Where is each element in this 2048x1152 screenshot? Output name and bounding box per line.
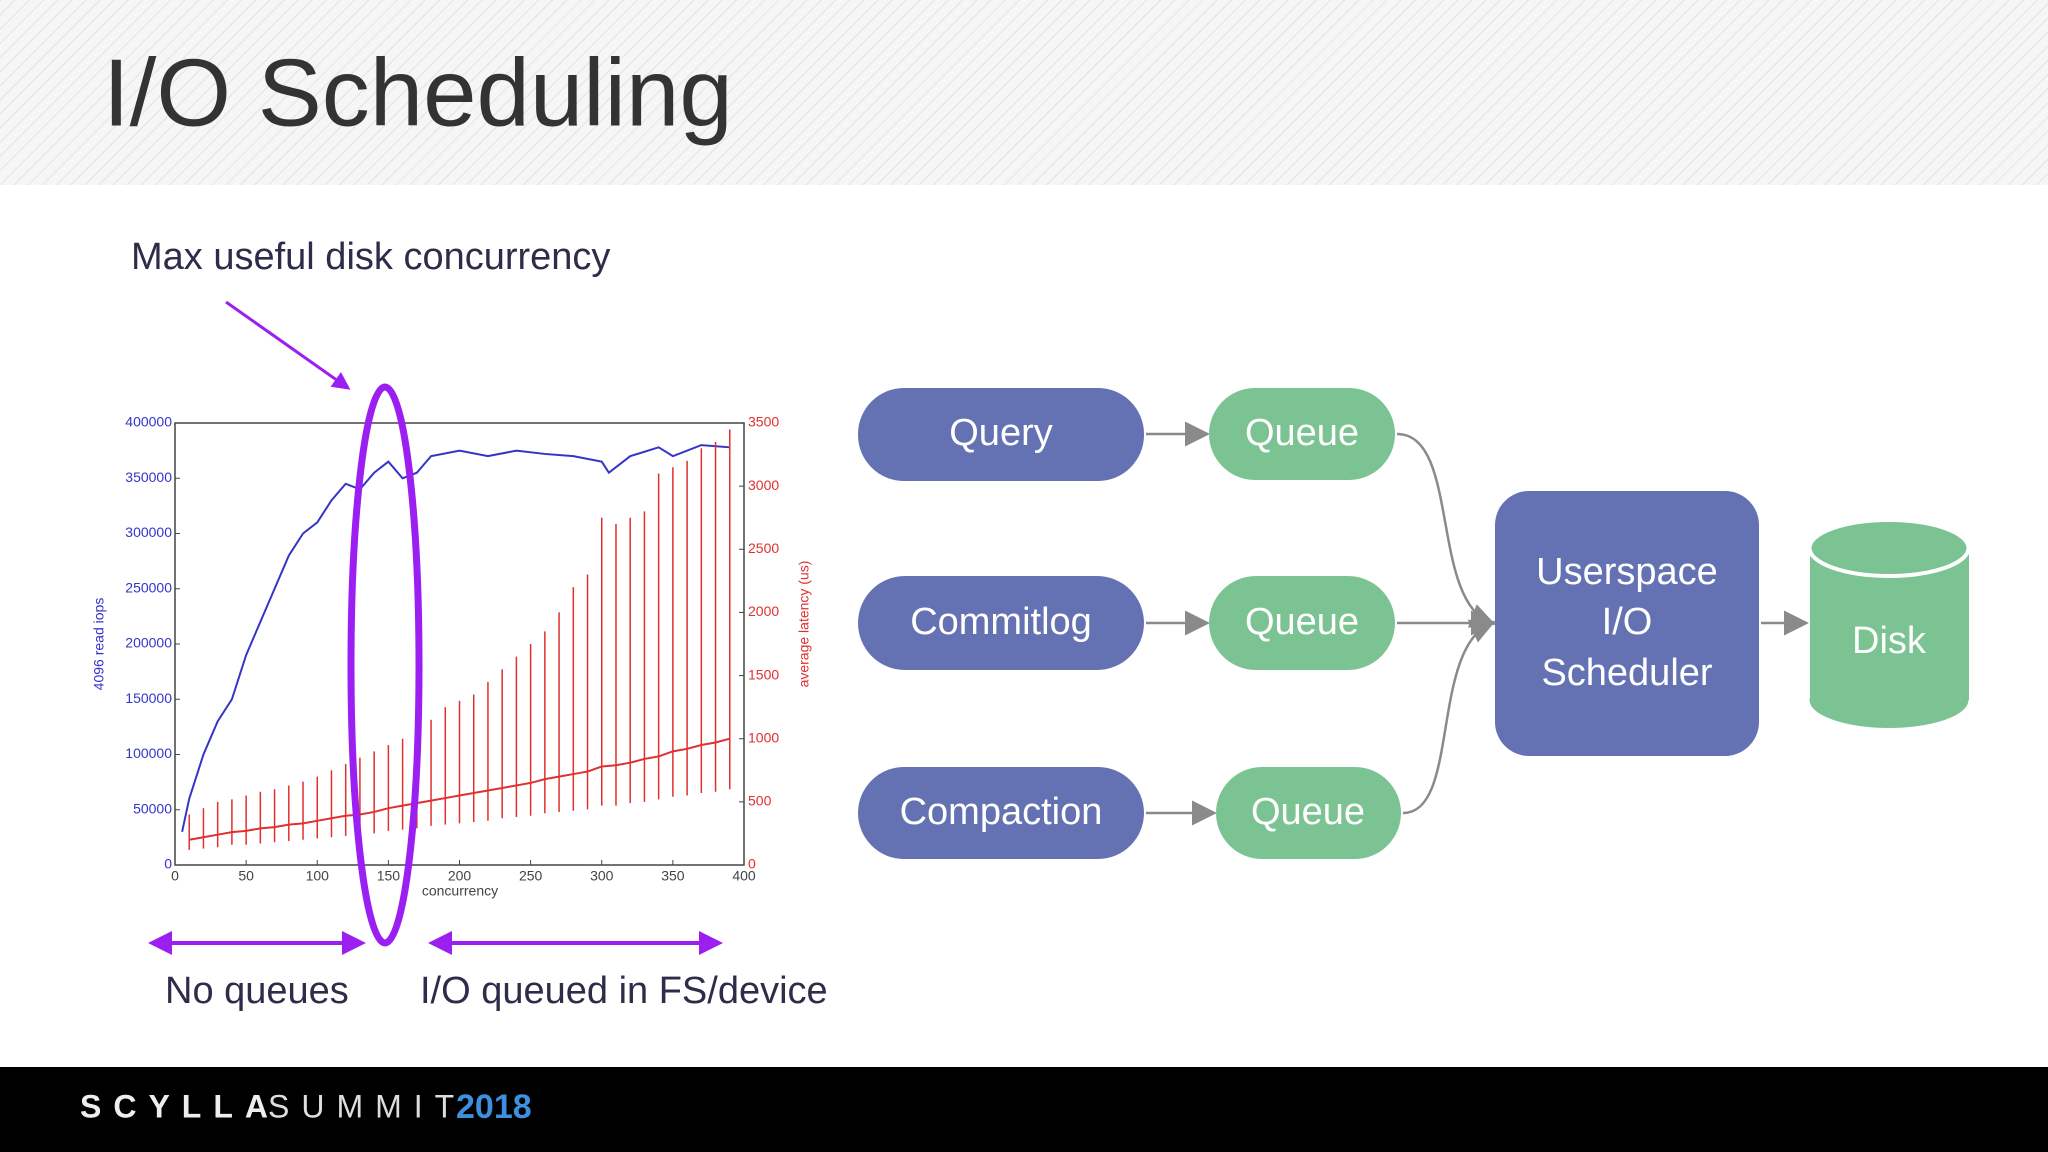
node-label: Userspace — [1536, 551, 1718, 593]
x-axis-label: concurrency — [422, 883, 498, 899]
y-tick-label: 350000 — [125, 469, 172, 485]
disk-cylinder — [1807, 518, 1971, 728]
node-label: Compaction — [900, 791, 1103, 833]
chart: 0 50 100 150 200 250 300 350 4000500001000001500… — [91, 414, 812, 899]
y-tick-label: 250000 — [125, 579, 172, 595]
node-label: Disk — [1852, 620, 1927, 662]
y-tick-label: 100000 — [125, 745, 172, 761]
node — [858, 388, 1144, 481]
y-tick-label: 300000 — [125, 524, 172, 540]
x-tick-label: 250 — [519, 868, 543, 884]
y-tick-label: 200000 — [125, 635, 172, 651]
footer-year: 2018 — [456, 1088, 532, 1126]
node-label: Commitlog — [910, 601, 1092, 643]
footer — [0, 1067, 2048, 1152]
arrow — [225, 300, 351, 390]
annotation: No queues — [165, 970, 349, 1012]
y-tick-label: 0 — [164, 856, 172, 872]
y2-tick-label: 1500 — [748, 666, 779, 682]
x-tick-label: 0 — [171, 868, 179, 884]
series-line — [189, 737, 731, 841]
x-tick-label: 300 — [590, 868, 614, 884]
annotation: I/O queued in FS/device — [420, 970, 828, 1012]
diagram: Query Queue Commitlog Queue Compaction Q… — [858, 388, 1971, 859]
y2-axis-label: average latency (us) — [796, 561, 812, 688]
footer-brand: SUMMIT — [268, 1088, 466, 1124]
y2-tick-label: 0 — [748, 856, 756, 872]
highlight-ellipse — [347, 383, 423, 947]
x-tick-label: 100 — [306, 868, 330, 884]
node-label: Scheduler — [1541, 652, 1712, 694]
header-band — [0, 0, 2048, 185]
node-label: Queue — [1251, 791, 1365, 833]
y-tick-label: 50000 — [133, 800, 172, 816]
y2-tick-label: 2500 — [748, 540, 779, 556]
y2-tick-label: 1000 — [748, 729, 779, 745]
y2-tick-label: 3500 — [748, 414, 779, 430]
footer-brand: SCYLLA — [80, 1088, 280, 1124]
x-tick-label: 400 — [732, 868, 756, 884]
x-tick-label: 200 — [448, 868, 472, 884]
connector — [1402, 619, 1496, 815]
y-axis-label: 4096 read iops — [91, 598, 107, 691]
connector — [1396, 432, 1496, 628]
slide-title: I/O Scheduling — [103, 39, 733, 146]
series-line — [181, 444, 730, 833]
node-label: Queue — [1245, 601, 1359, 643]
node — [1495, 491, 1759, 756]
y2-tick-label: 2000 — [748, 603, 779, 619]
y2-tick-label: 3000 — [748, 477, 779, 493]
annotation: Max useful disk concurrency — [131, 236, 610, 278]
node — [858, 576, 1144, 670]
y-tick-label: 150000 — [125, 690, 172, 706]
node-label: Query — [949, 412, 1052, 454]
node — [858, 767, 1144, 859]
x-tick-label: 350 — [661, 868, 685, 884]
x-tick-label: 150 — [377, 868, 401, 884]
y2-tick-label: 500 — [748, 793, 772, 809]
node — [1216, 767, 1401, 859]
x-tick-label: 50 — [238, 868, 254, 884]
node-label: Queue — [1245, 412, 1359, 454]
node-label: I/O — [1602, 601, 1653, 643]
node — [1209, 576, 1395, 670]
y-tick-label: 400000 — [125, 414, 172, 430]
node — [1209, 388, 1395, 480]
